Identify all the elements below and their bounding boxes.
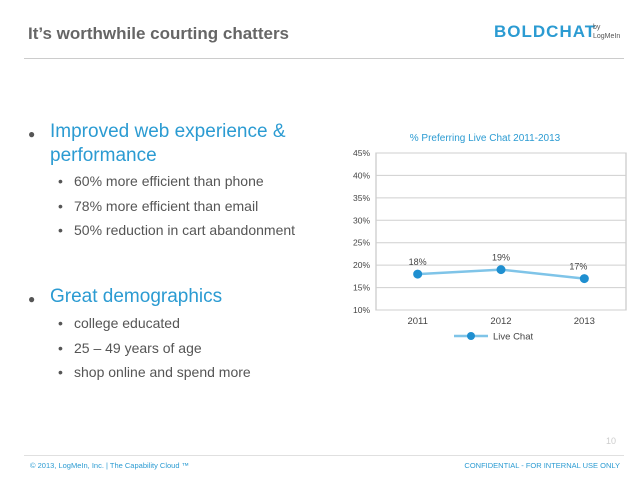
bullet-heading-text: Great demographics xyxy=(50,286,223,307)
y-tick-label: 15% xyxy=(353,283,370,293)
sub-bullet-dot-icon: • xyxy=(58,173,63,189)
data-point xyxy=(496,265,506,275)
sub-bullet-text: 60% more efficient than phone xyxy=(74,173,264,189)
sub-bullet-text: 50% reduction in cart abandonment xyxy=(74,222,296,238)
data-point xyxy=(579,274,589,284)
sub-bullet: • 25 – 49 years of age xyxy=(58,340,202,356)
data-label: 18% xyxy=(409,257,427,267)
sub-bullet-dot-icon: • xyxy=(58,198,63,214)
sub-bullet-dot-icon: • xyxy=(58,315,63,331)
data-point xyxy=(413,269,423,279)
bullet-dot-icon: ● xyxy=(28,292,36,306)
data-label: 19% xyxy=(492,253,510,263)
sub-bullet: • 50% reduction in cart abandonment xyxy=(58,222,295,238)
footer-divider xyxy=(24,455,624,456)
x-tick-label: 2012 xyxy=(490,316,511,327)
y-tick-label: 20% xyxy=(353,260,370,270)
y-tick-label: 30% xyxy=(353,215,370,225)
y-tick-label: 40% xyxy=(353,170,370,180)
sub-bullet: • shop online and spend more xyxy=(58,364,251,380)
plot-frame xyxy=(375,152,627,311)
slide-title: It’s worthwhile courting chatters xyxy=(28,24,290,43)
bullet-dot-icon: ● xyxy=(28,127,36,141)
sub-bullet-text: 25 – 49 years of age xyxy=(74,340,202,356)
legend-marker xyxy=(467,332,475,340)
x-tick-label: 2011 xyxy=(407,316,427,327)
sub-bullet: • 78% more efficient than email xyxy=(58,198,258,214)
live-chat-chart: % Preferring Live Chat 2011-2013 10% 15% 2… xyxy=(353,133,627,343)
logo-brand: BOLDCHAT xyxy=(494,22,597,41)
chart-title: % Preferring Live Chat 2011-2013 xyxy=(410,133,561,144)
sub-bullet: • 60% more efficient than phone xyxy=(58,173,264,189)
sub-bullet-dot-icon: • xyxy=(58,340,63,356)
y-tick-label: 10% xyxy=(353,305,370,315)
page-number: 10 xyxy=(605,436,616,446)
x-tick-label: 2013 xyxy=(574,316,595,327)
y-tick-label: 45% xyxy=(353,148,370,158)
footer-confidential: CONFIDENTIAL - FOR INTERNAL USE ONLY xyxy=(464,461,620,470)
footer-copyright: © 2013, LogMeIn, Inc. | The Capability C… xyxy=(30,461,190,470)
logo-by: by xyxy=(593,24,601,31)
sub-bullet: • college educated xyxy=(58,315,180,331)
sub-bullet-dot-icon: • xyxy=(58,222,63,238)
logo-company: LogMeIn xyxy=(593,33,621,40)
sub-bullet-text: 78% more efficient than email xyxy=(74,198,259,214)
legend-label: Live Chat xyxy=(493,332,533,343)
sub-bullet-dot-icon: • xyxy=(58,364,63,380)
bullet-heading-text: Improved web experience & performance xyxy=(50,121,286,166)
data-label: 17% xyxy=(569,262,587,272)
sub-bullet-text: college educated xyxy=(74,315,180,331)
sub-bullet-text: shop online and spend more xyxy=(74,364,251,380)
y-tick-label: 35% xyxy=(353,193,370,203)
title-divider xyxy=(24,58,624,59)
y-tick-label: 25% xyxy=(353,238,370,248)
